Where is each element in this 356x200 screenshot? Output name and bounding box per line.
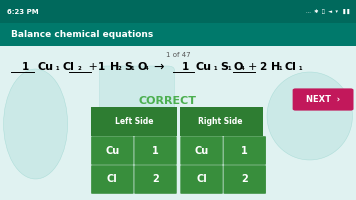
Text: 1: 1 <box>182 62 189 72</box>
Text: Cl: Cl <box>284 62 296 72</box>
Ellipse shape <box>267 72 352 160</box>
FancyBboxPatch shape <box>180 165 223 194</box>
Text: Cl: Cl <box>107 174 118 184</box>
FancyBboxPatch shape <box>224 136 266 165</box>
Text: Cu: Cu <box>37 62 53 72</box>
Text: ₄: ₄ <box>241 62 245 72</box>
Bar <box>0 0 356 23</box>
Text: 2: 2 <box>241 174 248 184</box>
Text: ₁: ₁ <box>56 62 59 72</box>
Text: ₁: ₁ <box>131 62 135 72</box>
Text: H: H <box>271 62 281 72</box>
Text: O: O <box>137 62 146 72</box>
Text: S: S <box>124 62 132 72</box>
Text: S: S <box>220 62 228 72</box>
Text: ...  ✱  ⦿  ◄  ▾  ▐▐: ... ✱ ⦿ ◄ ▾ ▐▐ <box>306 9 349 14</box>
Text: Cu: Cu <box>194 146 209 156</box>
Text: 1: 1 <box>241 146 248 156</box>
FancyBboxPatch shape <box>91 136 134 165</box>
Text: ₄: ₄ <box>145 62 149 72</box>
Text: 2: 2 <box>259 62 266 72</box>
Text: ₂: ₂ <box>117 62 121 72</box>
FancyBboxPatch shape <box>224 165 266 194</box>
Text: Cl: Cl <box>63 62 74 72</box>
FancyBboxPatch shape <box>134 165 177 194</box>
Bar <box>180 107 263 136</box>
Bar <box>0 23 356 46</box>
Ellipse shape <box>4 69 68 179</box>
Text: ₁: ₁ <box>227 62 231 72</box>
Text: Right Side: Right Side <box>198 117 242 126</box>
FancyBboxPatch shape <box>91 165 134 194</box>
Text: Left Side: Left Side <box>115 117 153 126</box>
Text: 1: 1 <box>22 62 29 72</box>
Text: ₁: ₁ <box>298 62 302 72</box>
Text: ₁: ₁ <box>278 62 282 72</box>
Bar <box>91 107 177 136</box>
Text: O: O <box>233 62 242 72</box>
Text: Balance chemical equations: Balance chemical equations <box>11 30 153 39</box>
FancyBboxPatch shape <box>134 136 177 165</box>
Text: +: + <box>247 62 257 72</box>
Text: 1: 1 <box>152 146 159 156</box>
Text: CORRECT: CORRECT <box>138 96 196 106</box>
Text: 1 of 47: 1 of 47 <box>166 52 190 58</box>
Text: 2: 2 <box>152 174 159 184</box>
FancyBboxPatch shape <box>180 136 223 165</box>
Text: 1: 1 <box>98 62 105 72</box>
Text: ₂: ₂ <box>78 62 82 72</box>
Text: Cu: Cu <box>195 62 211 72</box>
Text: Cl: Cl <box>196 174 207 184</box>
FancyBboxPatch shape <box>100 66 174 118</box>
Text: H: H <box>110 62 120 72</box>
Text: 6:23 PM: 6:23 PM <box>7 8 39 15</box>
Text: NEXT  ›: NEXT › <box>306 95 340 104</box>
Text: →: → <box>153 60 163 73</box>
Text: +: + <box>85 62 98 72</box>
Text: ₁: ₁ <box>214 62 217 72</box>
Text: Cu: Cu <box>105 146 120 156</box>
FancyBboxPatch shape <box>293 88 354 111</box>
